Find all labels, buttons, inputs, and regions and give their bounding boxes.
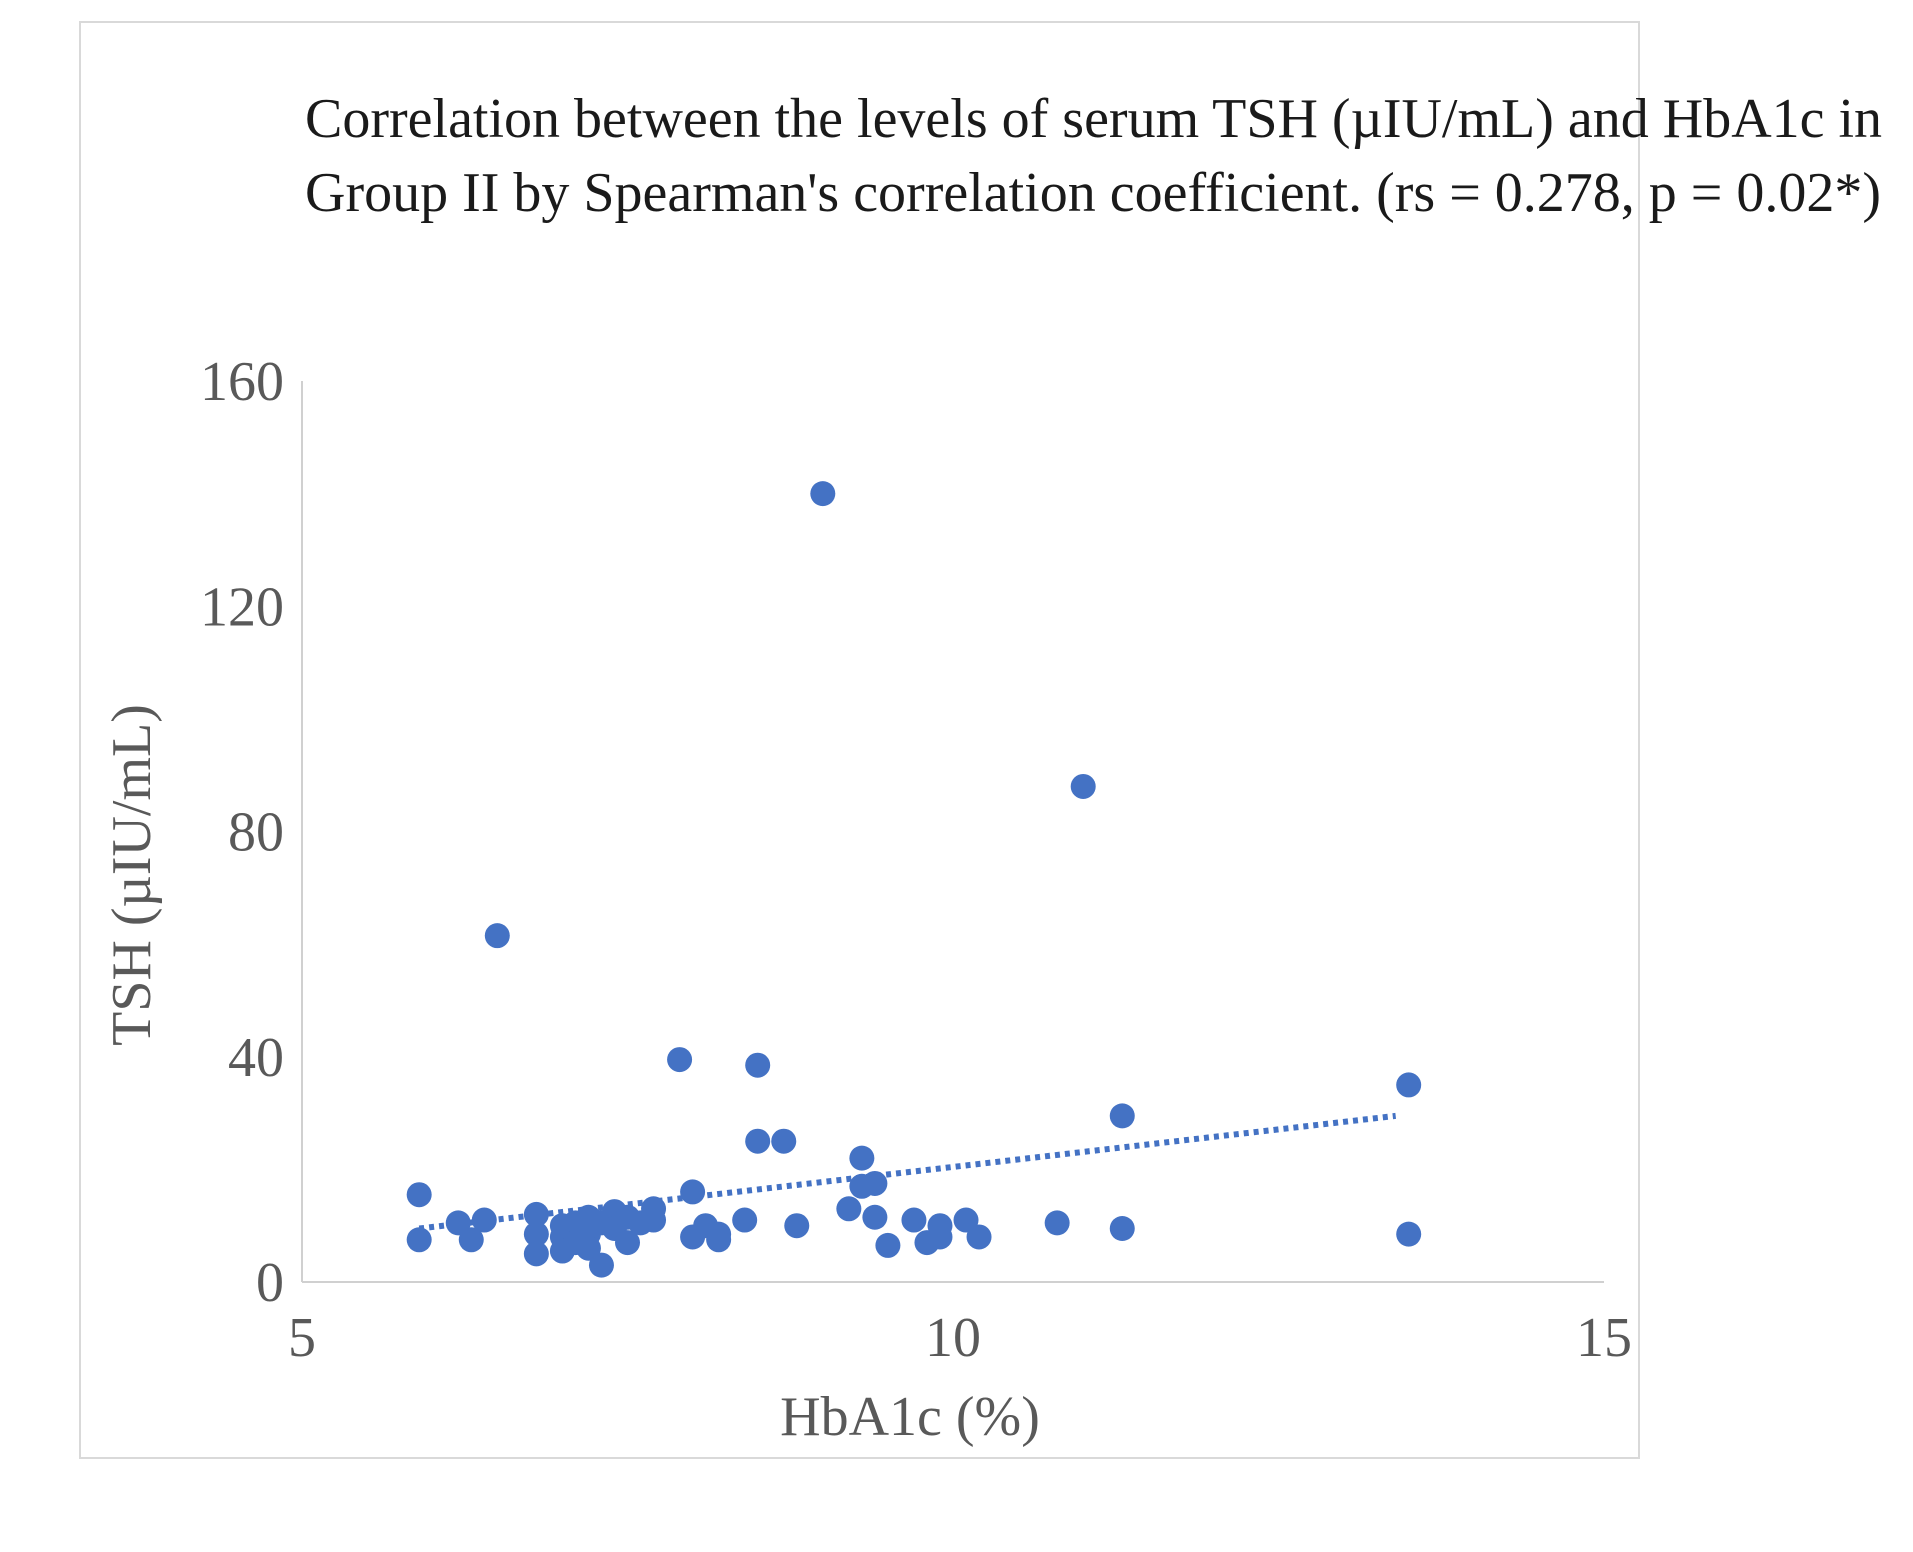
- data-point: [667, 1047, 693, 1073]
- y-axis-ticks: 0 40 80 120 160: [200, 351, 284, 1314]
- data-point: [771, 1128, 797, 1154]
- data-point: [575, 1235, 601, 1261]
- data-point: [406, 1227, 432, 1253]
- data-point: [953, 1207, 979, 1233]
- data-point: [680, 1179, 706, 1205]
- data-point: [406, 1182, 432, 1208]
- data-point: [836, 1196, 862, 1222]
- x-tick-label: 15: [1576, 1307, 1632, 1369]
- data-point: [523, 1201, 549, 1227]
- data-point: [458, 1227, 484, 1253]
- y-tick-label: 80: [228, 802, 284, 864]
- data-point: [615, 1230, 640, 1256]
- data-point: [927, 1224, 953, 1250]
- data-point: [745, 1128, 771, 1154]
- data-point: [471, 1207, 497, 1233]
- data-point: [966, 1224, 992, 1250]
- y-axis-title: TSH (µIU/mL): [101, 704, 163, 1046]
- y-tick-label: 0: [256, 1252, 284, 1314]
- data-point: [784, 1213, 810, 1239]
- y-tick-label: 40: [228, 1027, 284, 1089]
- data-point: [732, 1207, 758, 1233]
- data-point: [745, 1052, 771, 1078]
- data-point: [862, 1204, 888, 1230]
- y-tick-label: 120: [200, 576, 284, 638]
- x-tick-label: 10: [925, 1307, 981, 1369]
- data-point: [1109, 1216, 1135, 1242]
- data-point: [875, 1232, 901, 1258]
- data-point: [484, 923, 510, 949]
- x-axis-ticks: 5 10 15: [288, 1307, 1632, 1369]
- chart-title: Correlation between the levels of serum …: [305, 88, 1883, 224]
- chart-frame: [79, 21, 1640, 1459]
- data-point: [810, 481, 836, 507]
- data-points: [406, 481, 1422, 1278]
- y-tick-label: 160: [200, 351, 284, 413]
- data-point: [1396, 1072, 1422, 1098]
- data-point: [1070, 773, 1096, 799]
- data-point: [1044, 1210, 1070, 1236]
- x-tick-label: 5: [288, 1307, 316, 1369]
- data-point: [641, 1207, 667, 1233]
- data-point: [445, 1210, 471, 1236]
- x-axis-title: HbA1c (%): [780, 1386, 1040, 1448]
- data-point: [901, 1207, 927, 1233]
- data-point: [862, 1170, 888, 1196]
- data-point: [523, 1221, 549, 1247]
- data-point: [1109, 1103, 1135, 1129]
- data-point: [523, 1241, 549, 1267]
- data-point: [706, 1227, 732, 1253]
- data-point: [849, 1145, 875, 1171]
- data-point: [1396, 1221, 1422, 1247]
- data-point: [588, 1252, 614, 1278]
